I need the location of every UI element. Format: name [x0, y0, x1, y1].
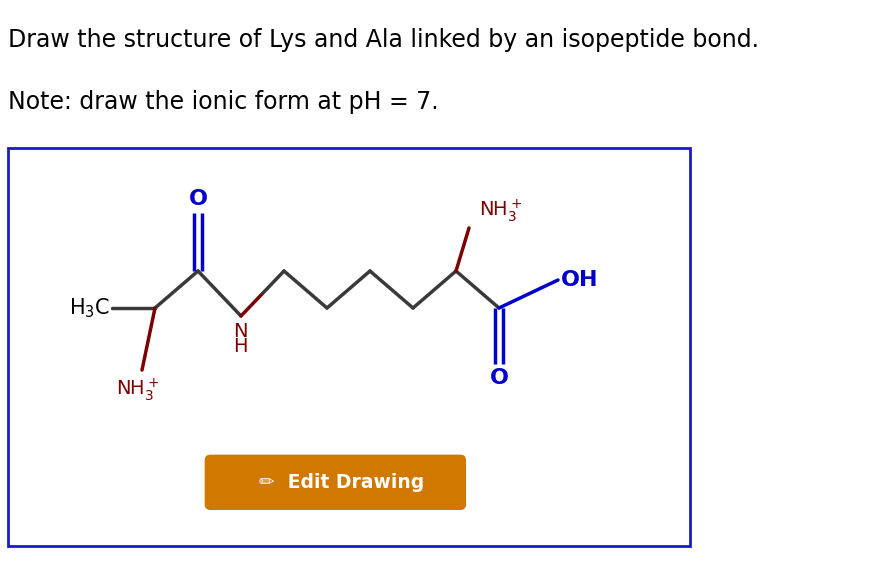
Text: O: O: [489, 368, 509, 388]
Text: N: N: [232, 322, 247, 341]
Text: NH$_3^+$: NH$_3^+$: [479, 197, 523, 224]
Text: H$_3$C: H$_3$C: [69, 296, 110, 320]
Text: OH: OH: [561, 270, 598, 290]
Text: NH$_3^+$: NH$_3^+$: [116, 376, 159, 403]
Bar: [8, 148, 690, 546]
Text: Draw the structure of Lys and Ala linked by an isopeptide bond.: Draw the structure of Lys and Ala linked…: [8, 28, 759, 52]
Text: H: H: [232, 337, 247, 356]
Text: O: O: [188, 189, 208, 209]
FancyBboxPatch shape: [205, 455, 466, 509]
Text: ✏  Edit Drawing: ✏ Edit Drawing: [259, 473, 424, 492]
Text: Note: draw the ionic form at pH = 7.: Note: draw the ionic form at pH = 7.: [8, 90, 438, 114]
